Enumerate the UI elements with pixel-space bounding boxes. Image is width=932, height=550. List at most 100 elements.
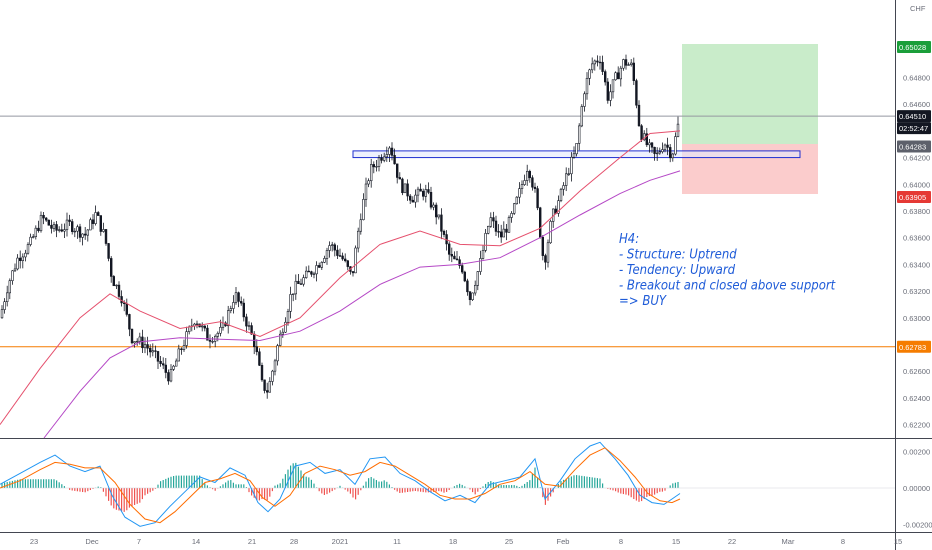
time-tick-label: 7 [137, 537, 141, 546]
candle [13, 263, 17, 273]
time-tick-label: Mar [782, 537, 795, 546]
candle-body [84, 233, 87, 236]
candle-body [149, 347, 152, 353]
candle-body [333, 244, 336, 251]
candle-body [76, 226, 79, 232]
candle-body [520, 184, 524, 189]
time-tick-label: Feb [557, 537, 570, 546]
candle-body [364, 183, 368, 200]
candle [497, 224, 500, 238]
candle [453, 251, 456, 260]
candle-body [403, 183, 407, 194]
candle [562, 182, 565, 196]
candle-body [29, 236, 32, 245]
price-axis[interactable]: 0.650200.648000.646000.644000.642000.640… [903, 44, 930, 430]
candle-body [583, 93, 586, 107]
candle-body [603, 71, 607, 83]
candle-body [312, 273, 316, 275]
candle-body [484, 233, 487, 251]
candle-body [622, 59, 625, 69]
candle [411, 196, 414, 203]
candle-body [544, 255, 547, 263]
current-price-badge-label: 0.64510 [899, 112, 926, 121]
candle [663, 143, 667, 153]
candle-body [320, 262, 323, 268]
time-axis[interactable]: 23 Dec 7 14 21 28 2021 11 18 25 Feb 8 15 22 Mar 8 15 [30, 537, 902, 546]
candle [34, 225, 38, 240]
candle-body [385, 154, 388, 158]
candle [528, 169, 532, 183]
candle-body [486, 225, 490, 234]
candle-body [447, 243, 451, 255]
entry-price-badge-bg [897, 140, 931, 153]
note-line: H4: [619, 232, 639, 247]
candle [8, 278, 11, 300]
candle-body [653, 146, 656, 154]
candle-body [606, 81, 610, 101]
candle [421, 188, 425, 201]
candle [515, 196, 519, 205]
candle [146, 336, 149, 356]
candle [320, 261, 323, 270]
ma-fast-line [0, 130, 681, 425]
candle [650, 141, 654, 153]
candle-body [507, 217, 511, 233]
countdown-badge: 02:52:47 [897, 122, 931, 135]
candle-body [523, 180, 526, 185]
candle [455, 250, 459, 261]
candle-body [661, 149, 664, 153]
price-tick-label: 0.62600 [903, 367, 930, 376]
candle-body [416, 188, 420, 196]
candle-body [609, 91, 612, 101]
macd-axis[interactable]: 0.00200 0.00000 -0.00200 [903, 447, 932, 529]
candle-body [536, 188, 539, 209]
candle [629, 59, 633, 67]
price-tick-label: 0.62200 [903, 421, 930, 430]
candle [489, 212, 492, 228]
candle [333, 242, 336, 257]
candle [572, 146, 576, 159]
candle [577, 123, 581, 151]
candle [307, 265, 310, 273]
candle [276, 343, 279, 366]
candle [63, 223, 66, 239]
candle-body [18, 257, 22, 261]
candle [164, 357, 167, 379]
horizontal-level-badge-bg [897, 340, 931, 353]
candle [323, 255, 326, 264]
candle [11, 270, 14, 285]
candle [611, 79, 615, 99]
candle [263, 379, 266, 394]
candle [585, 72, 589, 100]
candle-body [260, 365, 264, 381]
candle [580, 104, 584, 128]
candle [486, 225, 490, 235]
candle [156, 350, 160, 370]
candle-body [219, 326, 222, 334]
candle [559, 187, 563, 203]
candle-body [156, 351, 160, 362]
candle-body [16, 257, 19, 270]
candle-body [102, 229, 105, 232]
candle-body [580, 106, 584, 127]
take-profit-zone[interactable] [682, 44, 818, 144]
candle [390, 142, 394, 161]
candle [414, 189, 417, 208]
candle-body [107, 243, 110, 259]
candle-body [47, 219, 51, 226]
candle [447, 241, 451, 261]
candle-body [55, 224, 58, 231]
candle [130, 328, 134, 345]
time-tick-label: 21 [248, 537, 256, 546]
candle [26, 242, 30, 255]
candle [356, 227, 360, 253]
candle [655, 147, 659, 161]
candle-body [8, 280, 11, 294]
candle [271, 369, 274, 386]
candle-body [24, 252, 27, 258]
macd-tick-label: 0.00200 [903, 447, 930, 456]
candle [195, 320, 199, 329]
time-tick-label: 18 [449, 537, 457, 546]
candle [380, 154, 383, 164]
